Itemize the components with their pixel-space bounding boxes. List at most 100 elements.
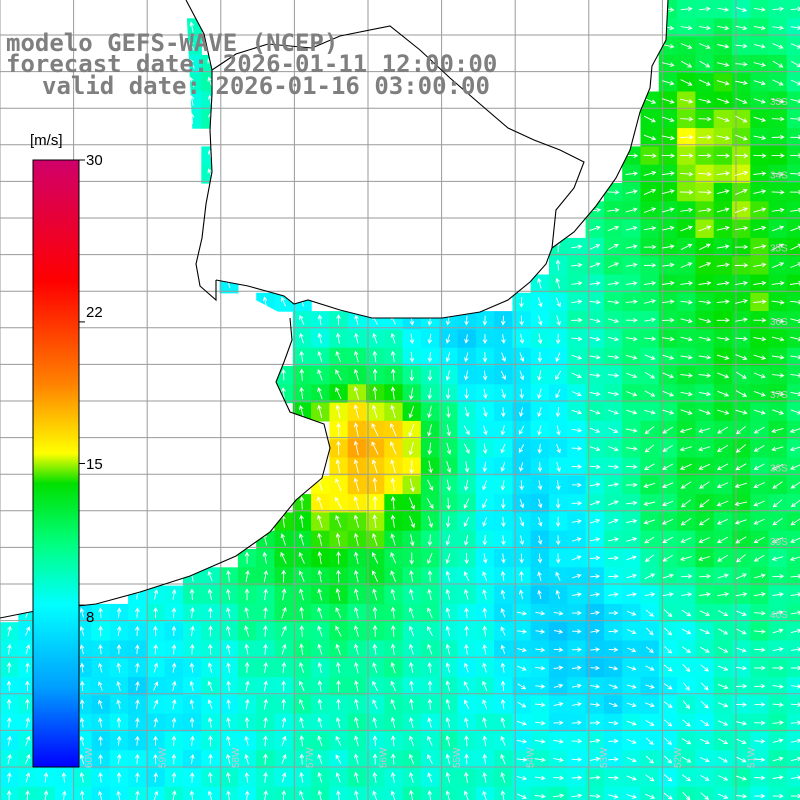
wind-arrow xyxy=(79,735,85,746)
wind-arrow xyxy=(736,610,747,616)
wind-arrow xyxy=(317,606,323,619)
wind-cell xyxy=(786,402,800,422)
wind-arrow xyxy=(643,463,655,470)
wind-arrow xyxy=(226,588,231,601)
wind-arrow xyxy=(555,498,561,509)
wind-arrow xyxy=(281,569,287,583)
wind-arrow xyxy=(608,518,619,524)
wind-arrow xyxy=(390,332,396,344)
wind-arrow xyxy=(662,244,675,249)
wind-arrow xyxy=(445,588,451,600)
wind-arrow xyxy=(245,698,250,710)
wind-cell xyxy=(786,256,800,276)
wind-arrow xyxy=(299,735,305,747)
wind-cell xyxy=(768,786,788,800)
wind-arrow xyxy=(427,406,432,419)
colorbar-tick-30: 30 xyxy=(86,152,103,169)
wind-arrow xyxy=(771,300,785,305)
wind-arrow xyxy=(772,573,785,579)
wind-arrow xyxy=(98,681,103,691)
wind-arrow xyxy=(463,443,470,454)
wind-arrow xyxy=(645,646,654,653)
wind-arrow xyxy=(263,606,268,619)
grid-labels: 33S 34S 35S 36S 37S 38S 39S 40S 60W 59W 58W 57W 56W 5… xyxy=(84,97,788,768)
wind-arrow xyxy=(698,354,712,360)
wind-arrow xyxy=(772,647,784,652)
wind-arrow xyxy=(699,756,710,763)
wind-cell xyxy=(677,786,696,800)
wind-arrow xyxy=(409,698,414,710)
wind-arrow xyxy=(771,463,784,470)
wind-arrow xyxy=(445,698,451,710)
wind-arrow xyxy=(625,189,638,194)
wind-arrow xyxy=(519,498,525,509)
wind-arrow xyxy=(390,753,396,765)
wind-arrow xyxy=(281,680,286,692)
wind-arrow xyxy=(226,753,231,765)
wind-arrow xyxy=(590,702,601,708)
wind-arrow xyxy=(661,98,675,104)
wind-arrow xyxy=(680,207,694,213)
wind-arrow xyxy=(207,790,213,800)
wind-arrow xyxy=(717,702,729,708)
wind-arrow xyxy=(716,482,729,489)
wind-arrow xyxy=(317,369,323,381)
wind-arrow xyxy=(556,315,561,326)
wind-arrow xyxy=(116,680,121,691)
lon-label: 58W xyxy=(231,747,242,768)
wind-arrow xyxy=(625,482,638,488)
wind-arrow xyxy=(772,738,784,743)
wind-arrow xyxy=(698,573,712,579)
wind-arrow xyxy=(589,281,601,286)
wind-arrow xyxy=(772,43,784,49)
wind-arrow xyxy=(771,556,784,561)
lat-label: 40S xyxy=(770,610,788,621)
wind-arrow xyxy=(699,646,710,653)
wind-arrow xyxy=(753,225,767,231)
wind-arrow xyxy=(718,775,729,781)
wind-arrow xyxy=(189,771,195,783)
wind-arrow xyxy=(771,373,785,378)
wind-arrow xyxy=(753,318,767,323)
wind-arrow xyxy=(682,682,690,691)
wind-arrow xyxy=(116,735,122,746)
wind-arrow xyxy=(409,315,415,326)
wind-arrow xyxy=(717,646,729,653)
wind-arrow xyxy=(753,336,767,342)
wind-arrow xyxy=(553,683,564,689)
wind-arrow xyxy=(626,500,638,506)
wind-arrow xyxy=(226,717,231,728)
wind-arrow xyxy=(446,424,452,437)
wind-arrow xyxy=(153,625,158,637)
wind-arrow xyxy=(427,424,432,437)
wind-arrow xyxy=(661,482,674,489)
wind-arrow xyxy=(244,551,250,564)
wind-arrow xyxy=(116,607,122,618)
wind-arrow xyxy=(626,738,637,744)
wind-arrow xyxy=(716,354,730,360)
wind-arrow xyxy=(626,666,637,671)
wind-arrow xyxy=(519,315,524,326)
wind-arrow xyxy=(299,314,305,325)
wind-arrow xyxy=(263,716,268,728)
wind-arrow xyxy=(226,643,231,655)
wind-arrow xyxy=(354,771,359,783)
wind-arrow xyxy=(716,171,731,176)
wind-arrow xyxy=(662,426,674,434)
wind-arrow xyxy=(79,680,85,691)
wind-arrow xyxy=(571,464,583,470)
wind-arrow xyxy=(643,244,657,250)
wind-arrow xyxy=(534,739,546,744)
border-line xyxy=(185,0,217,302)
wind-arrow xyxy=(682,719,691,727)
wind-arrow xyxy=(135,735,140,746)
wind-arrow xyxy=(189,76,195,88)
wind-arrow xyxy=(626,537,638,542)
wind-arrow xyxy=(553,720,564,726)
wind-arrow xyxy=(753,592,766,597)
wind-arrow xyxy=(427,625,433,637)
wind-arrow xyxy=(281,698,287,710)
wind-arrow xyxy=(716,463,729,470)
wind-arrow xyxy=(25,698,30,710)
wind-arrow xyxy=(571,757,583,762)
